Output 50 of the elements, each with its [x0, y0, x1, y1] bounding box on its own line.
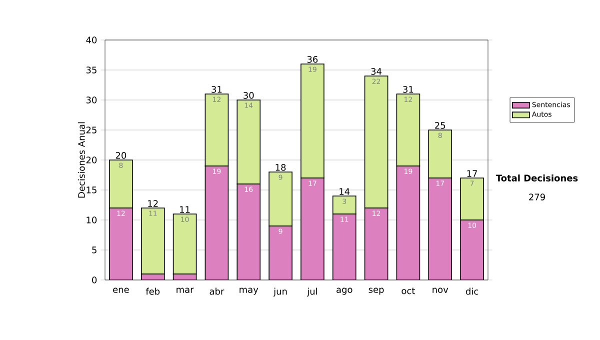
y-tick-label: 10	[86, 216, 97, 224]
y-tick-label: 5	[92, 246, 96, 254]
x-tick-label: ago	[336, 288, 352, 295]
x-tick-label: abr	[210, 288, 224, 295]
y-tick-label: 40	[86, 36, 97, 44]
bar	[140, 208, 165, 274]
x-tick-label: jun	[273, 288, 287, 296]
y-tick-label: 20	[86, 156, 97, 164]
bar	[460, 220, 484, 280]
bar	[205, 166, 228, 280]
y-tick-label: 30	[86, 96, 97, 104]
bar	[237, 184, 260, 280]
total-label: 30	[244, 92, 254, 99]
total-label: 34	[371, 68, 382, 75]
bar	[268, 172, 292, 226]
x-tick-label: mar	[176, 288, 194, 293]
bar	[428, 178, 452, 280]
y-tick-label: 35	[86, 66, 96, 74]
bar	[364, 208, 388, 280]
total-label: 20	[116, 152, 126, 159]
x-tick-label: oct	[402, 288, 415, 294]
x-tick-label: may	[240, 288, 258, 295]
bar	[300, 178, 324, 280]
x-tick-label: ene	[113, 288, 129, 293]
x-tick-label: nov	[432, 288, 448, 293]
total-label: 17	[467, 170, 477, 177]
x-tick-label: feb	[146, 288, 160, 295]
y-tick-label: 15	[86, 186, 96, 194]
bar	[109, 208, 132, 280]
total-label: 11	[180, 206, 190, 213]
total-label: 31	[212, 86, 222, 93]
text: Total Decisiones	[496, 174, 578, 182]
total-label: 12	[148, 200, 158, 207]
total-label: 18	[276, 164, 286, 171]
bar	[332, 196, 356, 214]
bar	[172, 214, 197, 274]
bar	[396, 166, 420, 280]
text: 279	[529, 194, 545, 200]
total-label: 14	[340, 188, 350, 195]
total-label: 25	[435, 122, 446, 129]
y-axis-title: Decisiones Anual	[78, 122, 85, 198]
total-label: 36	[307, 56, 318, 63]
x-tick-label: dic	[466, 288, 478, 295]
y-tick-label: 0	[92, 276, 97, 284]
x-tick-label: jul	[306, 288, 317, 296]
total-label: 31	[403, 86, 414, 93]
bar	[332, 214, 356, 280]
y-tick-label: 25	[86, 126, 96, 134]
bar	[269, 226, 292, 280]
x-tick-label: sep	[368, 288, 384, 295]
